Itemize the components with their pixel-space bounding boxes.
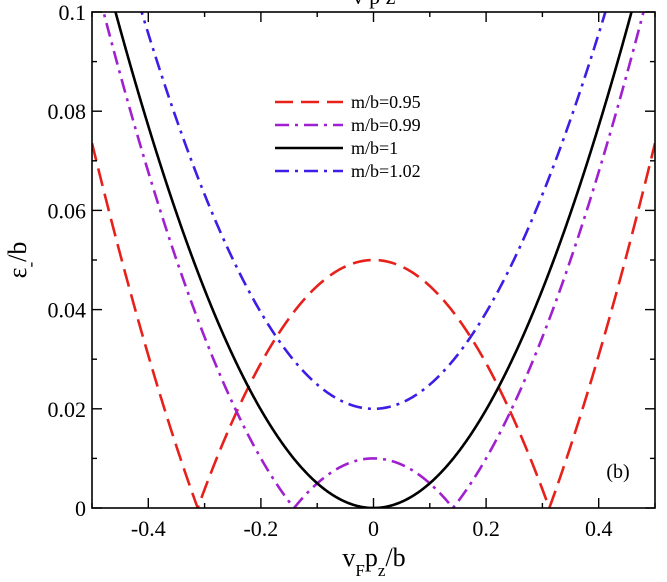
legend-label: m/b=1.02	[351, 161, 421, 181]
series-line-2	[102, 12, 645, 508]
x-tick-label: 0	[368, 516, 379, 541]
x-tick-label: 0.2	[472, 516, 500, 541]
legend-label: m/b=0.99	[351, 115, 421, 135]
x-tick-label: -0.4	[131, 516, 166, 541]
x-axis-label: vFpz/b	[342, 543, 405, 580]
y-tick-label: 0.06	[48, 198, 87, 223]
y-tick-label: 0.1	[59, 0, 87, 25]
y-tick-label: 0.04	[48, 298, 87, 323]
legend: m/b=0.95 m/b=0.99 m/b=1 m/b=1.02	[275, 92, 421, 181]
y-tick-label: 0	[75, 496, 86, 521]
legend-label: m/b=1	[351, 138, 398, 158]
series-line-4	[140, 12, 607, 411]
x-tick-label: 0.4	[585, 516, 613, 541]
legend-label: m/b=0.95	[351, 92, 421, 112]
panel-label: (b)	[606, 461, 629, 483]
series-line-3	[114, 12, 633, 508]
y-axis-label: ε-/b	[3, 242, 40, 279]
title-fragment: v p z	[353, 0, 396, 9]
y-tick-label: 0.02	[48, 397, 87, 422]
series-group	[92, 12, 655, 508]
y-tick-label: 0.08	[48, 99, 87, 124]
axis-ticks: -0.4 -0.2 0 0.2 0.4 0 0.02 0.04 0.06 0.08 0.1	[48, 0, 656, 541]
series-line-1	[92, 142, 655, 508]
x-tick-label: -0.2	[243, 516, 278, 541]
